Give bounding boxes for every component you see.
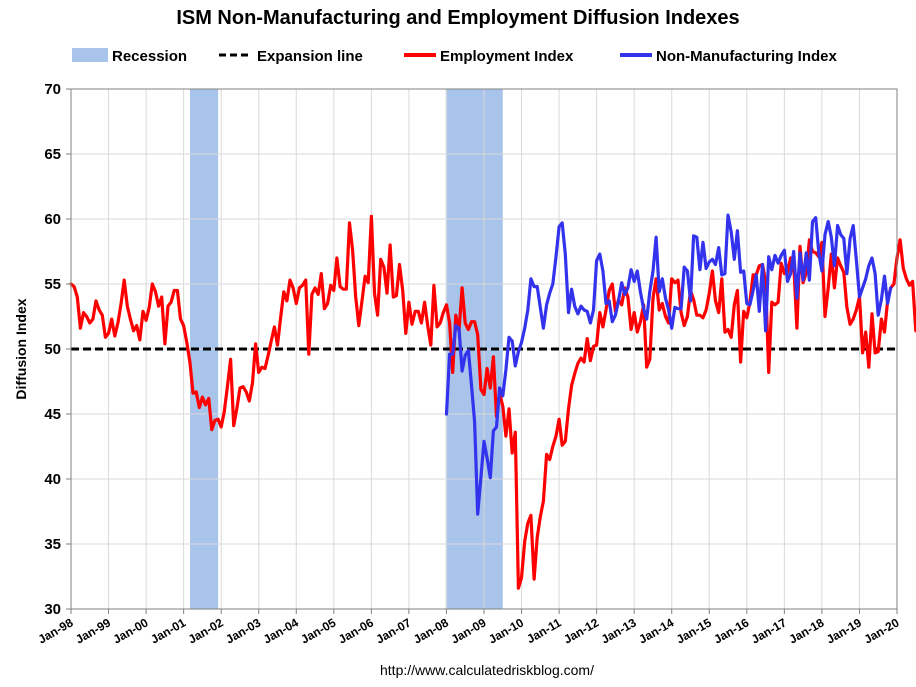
y-tick-label: 35 bbox=[44, 536, 61, 553]
y-tick-label: 45 bbox=[44, 406, 61, 423]
x-tick-label: Jan-12 bbox=[561, 615, 601, 646]
x-tick-label: Jan-07 bbox=[373, 615, 413, 646]
x-tick-label: Jan-04 bbox=[261, 615, 301, 646]
y-tick-label: 50 bbox=[44, 341, 61, 358]
legend-label-employment-index: Employment Index bbox=[440, 48, 574, 65]
y-tick-label: 70 bbox=[44, 81, 61, 98]
series-line-employment-index bbox=[69, 214, 916, 590]
x-tick-label: Jan-03 bbox=[223, 615, 263, 646]
x-tick-label: Jan-00 bbox=[111, 615, 151, 646]
x-tick-label: Jan-11 bbox=[524, 615, 564, 646]
y-tick-label: 65 bbox=[44, 146, 61, 163]
x-tick-label: Jan-16 bbox=[711, 615, 751, 646]
x-tick-label: Jan-20 bbox=[862, 615, 902, 646]
x-tick-label: Jan-01 bbox=[148, 615, 188, 646]
x-tick-label: Jan-06 bbox=[336, 615, 376, 646]
source-url: http://www.calculatedriskblog.com/ bbox=[380, 662, 594, 678]
x-tick-label: Jan-10 bbox=[486, 615, 526, 646]
x-tick-label: Jan-15 bbox=[674, 615, 714, 646]
x-tick-label: Jan-13 bbox=[599, 615, 639, 646]
x-tick-label: Jan-09 bbox=[449, 615, 489, 646]
y-tick-label: 60 bbox=[44, 211, 61, 228]
x-tick-label: Jan-19 bbox=[824, 615, 864, 646]
y-axis-label: Diffusion Index bbox=[13, 298, 29, 399]
x-tick-label: Jan-18 bbox=[786, 615, 826, 646]
legend-swatch-recession bbox=[72, 48, 108, 62]
x-tick-label: Jan-02 bbox=[186, 615, 226, 646]
x-tick-label: Jan-17 bbox=[749, 615, 789, 646]
legend-label-non-manufacturing-index: Non-Manufacturing Index bbox=[656, 48, 837, 65]
x-tick-label: Jan-08 bbox=[411, 615, 451, 646]
legend-label-recession: Recession bbox=[112, 48, 187, 65]
x-tick-label: Jan-98 bbox=[36, 615, 76, 646]
legend: Recession Expansion line Employment Inde… bbox=[72, 48, 837, 65]
y-tick-label: 40 bbox=[44, 471, 61, 488]
y-tick-label: 55 bbox=[44, 276, 61, 293]
x-tick-label: Jan-14 bbox=[636, 615, 676, 646]
series-line-non-manufacturing-index bbox=[444, 213, 893, 516]
legend-label-expansion-line: Expansion line bbox=[257, 48, 363, 65]
y-tick-label: 30 bbox=[44, 601, 61, 618]
x-tick-label: Jan-99 bbox=[73, 615, 113, 646]
chart-title: ISM Non-Manufacturing and Employment Dif… bbox=[176, 7, 739, 29]
x-tick-label: Jan-05 bbox=[298, 615, 338, 646]
